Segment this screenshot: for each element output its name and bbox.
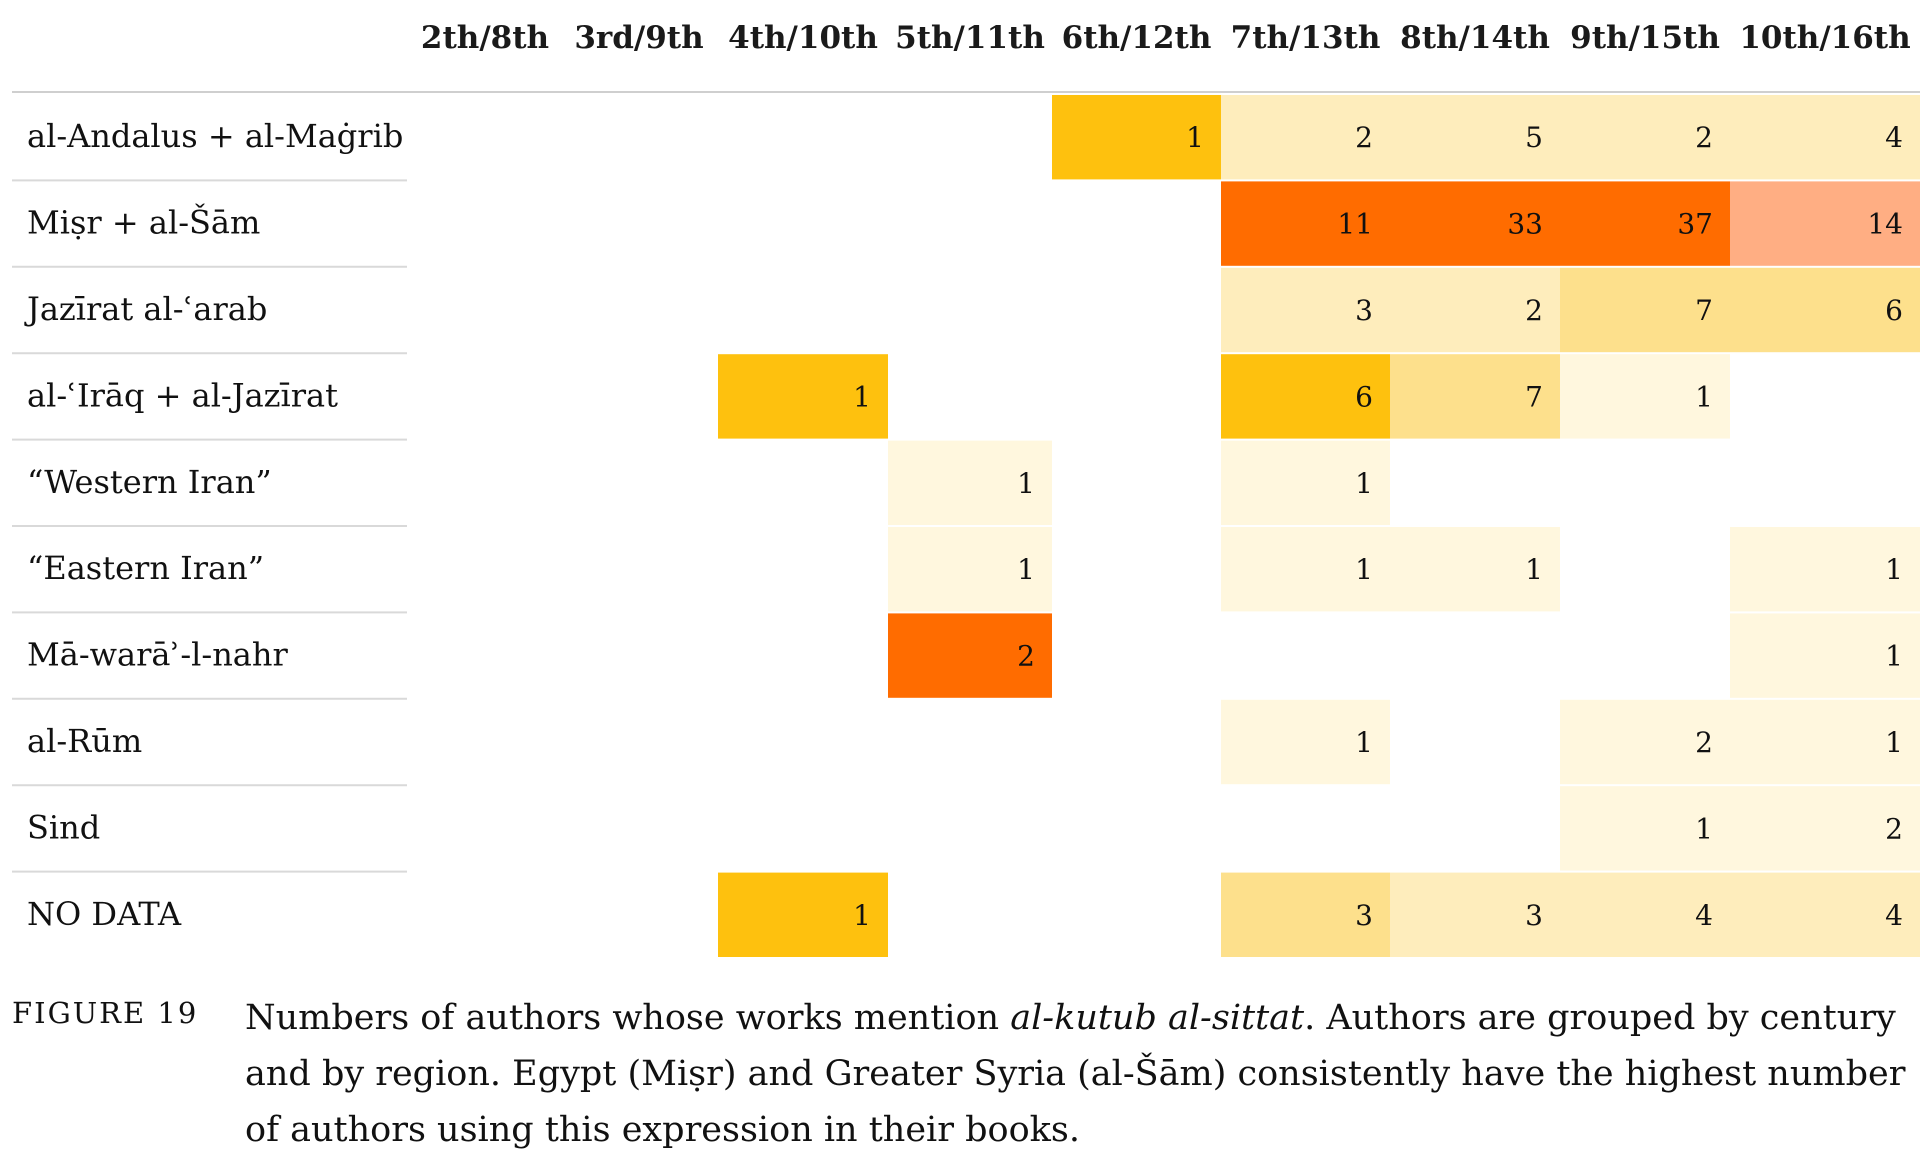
cell-value: 6 — [1885, 294, 1903, 327]
heatmap-cell — [1221, 872, 1390, 957]
heatmap-cell — [1052, 95, 1221, 180]
row-label: “Western Iran” — [27, 463, 272, 501]
heatmap-cell — [1730, 786, 1920, 871]
row-label: al-Andalus + al-Maġrib — [27, 117, 403, 155]
cell-value: 1 — [1525, 553, 1543, 586]
heatmap-cell — [1560, 786, 1730, 871]
cell-value: 3 — [1355, 899, 1373, 932]
heatmap-cell — [1560, 267, 1730, 353]
cell-value: 4 — [1885, 121, 1903, 154]
heatmap-cell — [1730, 181, 1920, 266]
column-header: 8th/14th — [1400, 20, 1550, 56]
heatmap-cell — [1730, 267, 1920, 353]
cell-value: 6 — [1355, 380, 1373, 413]
heatmap-cell — [1560, 181, 1730, 266]
row-label: al-ʿIrāq + al-Jazīrat — [27, 376, 338, 414]
column-header: 2th/8th — [421, 20, 549, 56]
figure-caption: FIGURE 19 Numbers of authors whose works… — [12, 990, 1912, 1158]
cell-value: 7 — [1525, 380, 1543, 413]
cell-value: 1 — [1355, 553, 1373, 586]
heatmap-cell — [888, 527, 1052, 612]
heatmap-cell — [1221, 527, 1390, 612]
heatmap-cell — [1390, 95, 1560, 180]
cell-value: 1 — [1355, 726, 1373, 759]
cell-value: 3 — [1525, 899, 1543, 932]
caption-text-end: . Authors are grouped by century and by … — [245, 998, 1906, 1150]
heatmap-cell — [1221, 267, 1390, 353]
cell-value: 7 — [1695, 294, 1713, 327]
cell-value: 1 — [1017, 467, 1035, 500]
heatmap-cell — [1730, 872, 1920, 957]
row-label: NO DATA — [27, 895, 182, 933]
cell-value: 1 — [1885, 726, 1903, 759]
cell-value: 14 — [1867, 208, 1903, 241]
caption-text-start: Numbers of authors whose works mention — [245, 998, 1011, 1038]
column-header: 5th/11th — [895, 20, 1045, 56]
row-label: al-Rūm — [27, 722, 142, 760]
row-label: Mā-warāʾ-l-nahr — [27, 636, 288, 674]
column-header: 10th/16th — [1739, 20, 1910, 56]
heatmap-cell — [1390, 354, 1560, 439]
column-header: 3rd/9th — [574, 20, 703, 56]
column-header: 7th/13th — [1231, 20, 1381, 56]
cell-value: 2 — [1885, 812, 1903, 845]
heatmap-cell — [1221, 181, 1390, 266]
heatmap-cell — [888, 613, 1052, 698]
heatmap-cell — [718, 872, 888, 957]
heatmap-cell — [1390, 527, 1560, 612]
cell-value: 5 — [1525, 121, 1543, 154]
cell-value: 11 — [1337, 208, 1373, 241]
cell-value: 3 — [1355, 294, 1373, 327]
heatmap-cell — [888, 440, 1052, 525]
column-header: 4th/10th — [728, 20, 878, 56]
cell-value: 1 — [1885, 553, 1903, 586]
cell-value: 1 — [1695, 380, 1713, 413]
cell-value: 4 — [1695, 899, 1713, 932]
cell-value: 1 — [1017, 553, 1035, 586]
heatmap-cell — [1221, 440, 1390, 525]
cell-value: 1 — [1885, 640, 1903, 673]
heatmap-cell — [1390, 267, 1560, 353]
cell-value: 1 — [1186, 121, 1204, 154]
heatmap-cell — [1730, 613, 1920, 698]
row-label: “Eastern Iran” — [27, 549, 264, 587]
caption-italic-term: al-kutub al-sittat — [1010, 998, 1305, 1038]
cell-value: 2 — [1695, 726, 1713, 759]
heatmap-cell — [1221, 354, 1390, 439]
cell-value: 1 — [1355, 467, 1373, 500]
cell-value: 33 — [1507, 208, 1543, 241]
figure-label: FIGURE 19 — [12, 996, 199, 1030]
row-label: Miṣr + al-Šām — [27, 204, 260, 242]
heatmap-cell — [718, 354, 888, 439]
cell-value: 2 — [1017, 640, 1035, 673]
cell-value: 2 — [1525, 294, 1543, 327]
cell-value: 37 — [1677, 208, 1713, 241]
heatmap-cell — [1560, 95, 1730, 180]
cell-value: 1 — [853, 380, 871, 413]
heatmap-chart: 2th/8th 3rd/9th 4th/10th 5th/11th 6th/12th 7t… — [12, 20, 1920, 957]
cell-value: 2 — [1355, 121, 1373, 154]
cell-value: 4 — [1885, 899, 1903, 932]
heatmap-cell — [1221, 95, 1390, 180]
cell-value: 1 — [1695, 812, 1713, 845]
cell-value: 2 — [1695, 121, 1713, 154]
cell-value: 1 — [853, 899, 871, 932]
row-label: Jazīrat al-ʿarab — [24, 290, 267, 328]
heatmap-cell — [1390, 872, 1560, 957]
heatmap-cell — [1390, 181, 1560, 266]
heatmap-cell — [1560, 699, 1730, 785]
column-header: 9th/15th — [1570, 20, 1720, 56]
heatmap-cell — [1730, 527, 1920, 612]
heatmap-cell — [1560, 872, 1730, 957]
heatmap-cell — [1730, 699, 1920, 785]
caption-text: Numbers of authors whose works mention a… — [245, 990, 1912, 1158]
heatmap-cell — [1560, 354, 1730, 439]
heatmap-cell — [1221, 699, 1390, 785]
column-header: 6th/12th — [1062, 20, 1212, 56]
row-label: Sind — [27, 808, 100, 846]
heatmap-cell — [1730, 95, 1920, 180]
